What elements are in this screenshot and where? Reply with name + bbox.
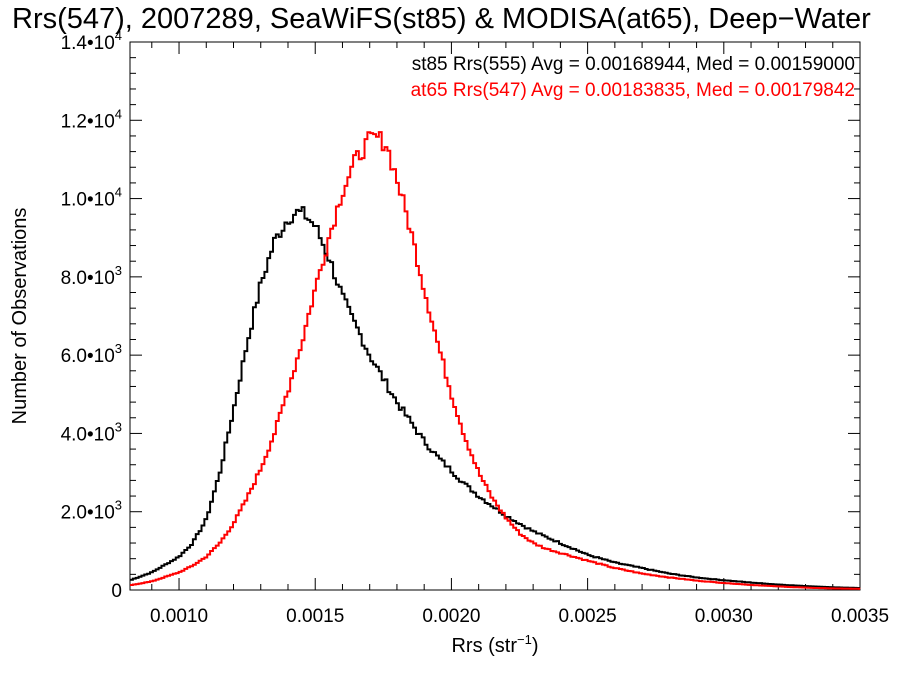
y-tick-label: 8.0•103 [61, 263, 122, 289]
y-tick-label: 1.2•104 [61, 106, 122, 132]
x-axis-label-exponent: −1 [517, 632, 532, 647]
plot-area [129, 41, 861, 591]
x-axis-ticks: 0.0010 0.0015 0.0020 0.0025 0.0030 0.0035 [150, 42, 889, 627]
plot-frame [129, 41, 861, 591]
x-axis-label-close: ) [532, 635, 539, 657]
x-axis-label-main: Rrs (str [451, 635, 517, 657]
y-tick-label: 4.0•103 [61, 419, 122, 445]
y-tick-label: 1.0•104 [61, 185, 122, 211]
chart-title: Rrs(547), 2007289, SeaWiFS(st85) & MODIS… [12, 3, 871, 35]
y-tick-label: 1.4•104 [61, 28, 122, 54]
x-tick-label: 0.0015 [286, 606, 344, 627]
y-axis-label: Number of Observations [9, 208, 31, 425]
annotation-at65: at65 Rrs(547) Avg = 0.00183835, Med = 0.… [411, 80, 855, 101]
series-at65-line [130, 131, 861, 590]
x-tick-label: 0.0010 [150, 606, 208, 627]
annotation-st85: st85 Rrs(555) Avg = 0.00168944, Med = 0.… [412, 54, 855, 75]
y-tick-label: 0 [111, 581, 122, 602]
x-tick-label: 0.0020 [422, 606, 480, 627]
x-tick-label: 0.0035 [831, 606, 889, 627]
y-tick-label: 6.0•103 [61, 341, 122, 367]
y-tick-label: 2.0•103 [61, 498, 122, 524]
series-st85-line [130, 206, 861, 590]
x-tick-label: 0.0030 [695, 606, 753, 627]
y-axis-ticks: 0 2.0•103 4.0•103 6.0•103 8.0•103 1.0•104 1.2•… [61, 28, 860, 602]
x-axis-label: Rrs (str−1) [451, 632, 538, 657]
series-layer [130, 131, 861, 590]
x-tick-label: 0.0025 [559, 606, 617, 627]
